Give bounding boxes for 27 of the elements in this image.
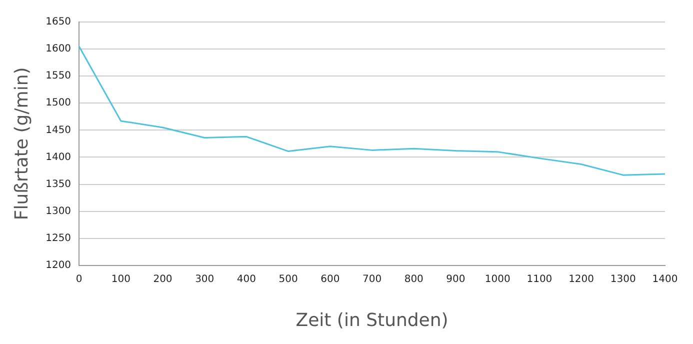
x-tick-label: 800 <box>404 274 424 285</box>
x-tick-label: 500 <box>278 274 298 285</box>
y-axis-title: Flußrtate (g/min) <box>11 67 32 220</box>
x-tick-label: 1300 <box>610 274 636 285</box>
y-tick-label: 1600 <box>46 44 72 55</box>
y-tick-label: 1550 <box>46 70 72 82</box>
x-tick-label: 600 <box>320 274 340 285</box>
x-tick-label: 700 <box>362 274 382 285</box>
x-tick-label: 100 <box>111 274 130 285</box>
y-tick-label: 1350 <box>46 178 72 190</box>
x-tick-label: 1400 <box>652 274 678 285</box>
x-tick-label: 200 <box>153 274 172 285</box>
y-tick-label: 1250 <box>46 232 72 244</box>
x-tick-label: 1200 <box>568 274 594 285</box>
x-tick-label: 0 <box>76 274 82 285</box>
x-tick-label: 1100 <box>526 274 552 285</box>
x-tick-label: 300 <box>195 274 214 285</box>
y-tick-label: 1500 <box>46 98 72 109</box>
x-tick-label: 900 <box>446 274 466 285</box>
x-axis-title: Zeit (in Stunden) <box>296 310 448 331</box>
x-tick-label: 400 <box>236 274 256 285</box>
x-tick-label: 1000 <box>484 274 510 285</box>
y-tick-label: 1650 <box>46 16 72 28</box>
y-tick-label: 1200 <box>46 260 72 271</box>
y-tick-label: 1400 <box>46 152 72 163</box>
y-tick-label: 1300 <box>46 206 72 217</box>
y-tick-label: 1450 <box>46 124 72 136</box>
